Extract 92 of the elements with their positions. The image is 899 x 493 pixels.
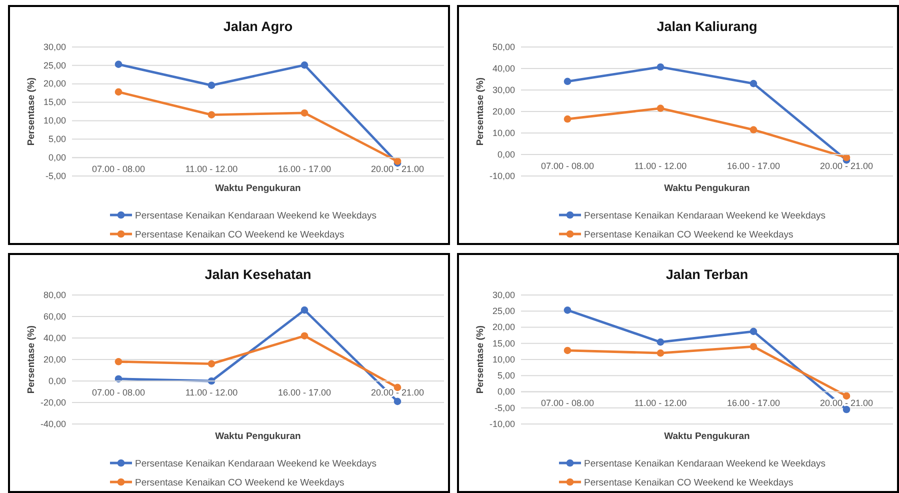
y-tick-label: 50,00 bbox=[492, 42, 515, 52]
x-tick-label: 07.00 - 08.00 bbox=[92, 387, 146, 398]
y-tick-label: 30,00 bbox=[492, 290, 515, 300]
chart-title: Jalan Kaliurang bbox=[656, 19, 758, 34]
x-tick-label: 11.00 - 12.00 bbox=[185, 387, 238, 398]
point bbox=[300, 109, 308, 117]
point bbox=[394, 398, 402, 406]
legend-label: Persentase Kenaikan Kendaraan Weekend ke Weekdays bbox=[584, 458, 826, 470]
y-tick-label: 10,00 bbox=[492, 354, 515, 364]
y-tick-label: -5,00 bbox=[494, 402, 515, 413]
point bbox=[750, 80, 758, 88]
point bbox=[564, 78, 572, 86]
y-tick-label: 30,00 bbox=[43, 42, 66, 52]
legend-label: Persentase Kenaikan Kendaraan Weekend ke Weekdays bbox=[135, 210, 377, 222]
y-tick-label: -10,00 bbox=[489, 170, 515, 181]
y-tick-label: -10,00 bbox=[489, 418, 515, 429]
y-tick-label: 20,00 bbox=[492, 322, 515, 332]
y-tick-label: 5,00 bbox=[497, 370, 515, 381]
chart-title: Jalan Agro bbox=[223, 19, 293, 34]
point bbox=[208, 82, 216, 89]
y-tick-label: 25,00 bbox=[492, 306, 515, 316]
x-tick-label: 16.00 - 17.00 bbox=[726, 398, 780, 408]
y-tick-label: -5,00 bbox=[45, 170, 66, 181]
y-tick-label: 5,00 bbox=[48, 134, 66, 144]
x-axis-title: Waktu Pengukuran bbox=[664, 183, 750, 194]
legend-label: Persentase Kenaikan CO Weekend ke Weekdays bbox=[135, 229, 345, 240]
point bbox=[842, 406, 850, 414]
point bbox=[750, 328, 758, 336]
y-tick-label: 0,00 bbox=[497, 149, 515, 160]
x-tick-label: 16.00 - 17.00 bbox=[726, 160, 780, 171]
y-tick-label: 60,00 bbox=[43, 311, 66, 322]
point bbox=[564, 346, 572, 354]
x-tick-label: 16.00 - 17.00 bbox=[278, 387, 332, 398]
point bbox=[300, 306, 308, 314]
point bbox=[842, 154, 850, 162]
y-tick-label: 30,00 bbox=[492, 84, 515, 95]
point bbox=[564, 115, 572, 123]
y-tick-label: 20,00 bbox=[492, 106, 515, 116]
x-tick-label: 20.00 - 21.00 bbox=[820, 160, 874, 171]
y-tick-label: 15,00 bbox=[492, 338, 515, 348]
x-tick-label: 07.00 - 08.00 bbox=[540, 398, 594, 408]
y-tick-label: 20,00 bbox=[43, 78, 66, 89]
x-tick-label: 11.00 - 12.00 bbox=[634, 398, 687, 408]
y-axis-title: Persentase (%) bbox=[475, 325, 486, 394]
y-tick-label: 25,00 bbox=[43, 60, 66, 70]
x-tick-label: 07.00 - 08.00 bbox=[92, 164, 146, 174]
x-tick-label: 20.00 - 21.00 bbox=[370, 164, 424, 174]
x-axis-title: Waktu Pengukuran bbox=[215, 183, 302, 194]
y-tick-label: 0,00 bbox=[497, 386, 515, 397]
legend-label: Persentase Kenaikan Kendaraan Weekend ke Weekdays bbox=[135, 458, 377, 470]
y-tick-label: 10,00 bbox=[492, 128, 515, 138]
point bbox=[656, 349, 664, 357]
x-tick-label: 16.00 - 17.00 bbox=[278, 164, 332, 174]
x-tick-label: 07.00 - 08.00 bbox=[540, 160, 594, 171]
y-tick-label: 40,00 bbox=[492, 63, 515, 74]
y-tick-label: 10,00 bbox=[43, 116, 66, 126]
legend-label: Persentase Kenaikan Kendaraan Weekend ke Weekdays bbox=[584, 210, 826, 222]
x-tick-label: 11.00 - 12.00 bbox=[185, 164, 238, 174]
y-tick-label: 15,00 bbox=[43, 97, 66, 108]
point bbox=[656, 104, 664, 112]
point bbox=[114, 60, 122, 68]
x-axis-title: Waktu Pengukuran bbox=[215, 431, 302, 442]
x-axis-title: Waktu Pengukuran bbox=[664, 431, 750, 442]
point bbox=[394, 384, 402, 392]
y-axis-title: Persentase (%) bbox=[26, 77, 37, 146]
y-axis-title: Persentase (%) bbox=[26, 325, 37, 394]
point bbox=[656, 63, 664, 71]
y-tick-label: -40,00 bbox=[40, 418, 66, 429]
legend-label: Persentase Kenaikan CO Weekend ke Weekdays bbox=[584, 229, 794, 240]
point bbox=[842, 392, 850, 400]
y-tick-label: 40,00 bbox=[43, 332, 66, 343]
x-tick-label: 11.00 - 12.00 bbox=[634, 160, 687, 171]
y-tick-label: 0,00 bbox=[48, 376, 66, 386]
legend-label: Persentase Kenaikan CO Weekend ke Weekdays bbox=[135, 477, 345, 488]
point bbox=[750, 126, 758, 134]
point bbox=[300, 332, 308, 340]
point bbox=[564, 306, 572, 314]
point bbox=[114, 88, 122, 96]
y-tick-label: -20,00 bbox=[40, 397, 66, 408]
chart-title: Jalan Kesehatan bbox=[204, 267, 312, 282]
point bbox=[208, 111, 216, 118]
y-tick-label: 80,00 bbox=[43, 290, 66, 300]
point bbox=[750, 342, 758, 350]
chart-title: Jalan Terban bbox=[666, 267, 748, 282]
y-tick-label: 0,00 bbox=[48, 152, 66, 162]
legend-label: Persentase Kenaikan CO Weekend ke Weekdays bbox=[584, 477, 794, 488]
point bbox=[208, 360, 216, 368]
point bbox=[656, 338, 664, 346]
y-tick-label: 20,00 bbox=[43, 354, 66, 364]
y-axis-title: Persentase (%) bbox=[475, 77, 486, 146]
point bbox=[300, 61, 308, 69]
point bbox=[114, 358, 122, 366]
